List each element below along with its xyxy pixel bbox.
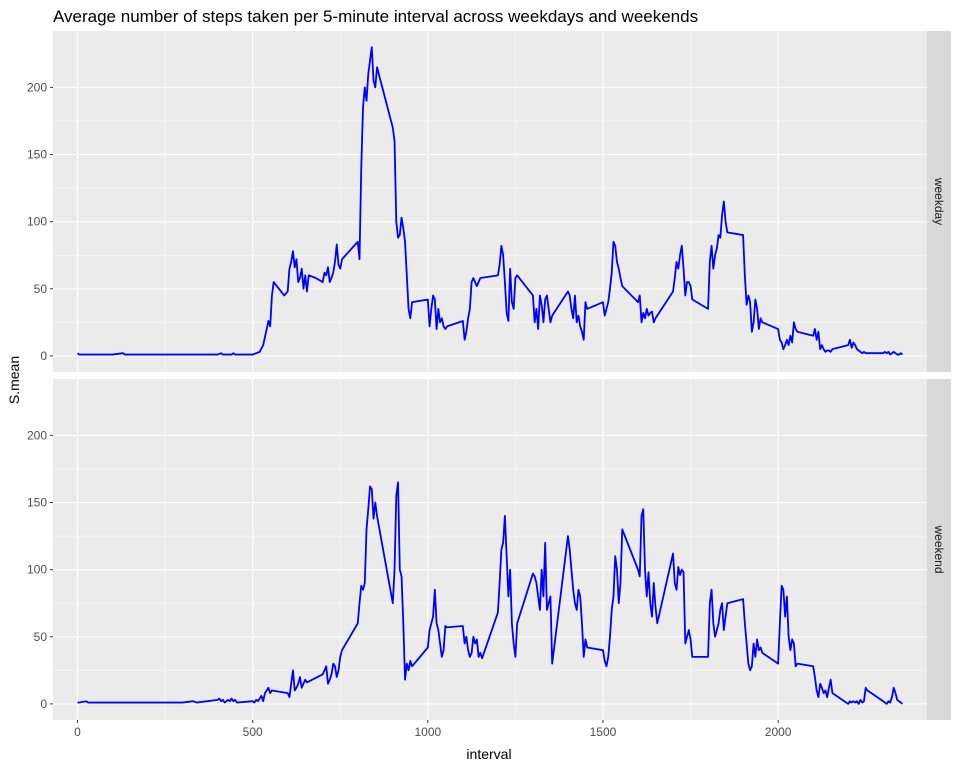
y-tick-label: 150 bbox=[27, 148, 47, 162]
panel-background bbox=[53, 379, 927, 720]
series-line-weekday bbox=[76, 46, 904, 356]
x-tick-label: 1000 bbox=[414, 725, 441, 739]
y-tick-label: 150 bbox=[27, 496, 47, 510]
y-tick-label: 0 bbox=[40, 349, 47, 363]
facet-strip bbox=[927, 379, 951, 720]
y-tick-label: 100 bbox=[27, 563, 47, 577]
x-tick-label: 1500 bbox=[590, 725, 617, 739]
facet-label: weekday bbox=[932, 177, 946, 225]
y-tick-label: 200 bbox=[27, 428, 47, 442]
y-tick-label: 50 bbox=[34, 282, 48, 296]
y-tick-label: 200 bbox=[27, 80, 47, 94]
y-tick-label: 50 bbox=[34, 630, 48, 644]
x-axis-title: interval bbox=[466, 746, 511, 762]
panel-background bbox=[53, 31, 927, 372]
facet-panels: 0 50 100 150 200 weekday 0 50 100 150 200 weekend 0 5… bbox=[27, 31, 951, 739]
series-line-weekend bbox=[77, 481, 904, 705]
facet-strip bbox=[927, 31, 951, 372]
chart-title: Average number of steps taken per 5-minu… bbox=[53, 7, 698, 26]
x-tick-label: 2000 bbox=[765, 725, 792, 739]
x-tick-label: 0 bbox=[74, 725, 81, 739]
facet-panel-weekend: 0 50 100 150 200 weekend bbox=[27, 379, 951, 720]
facet-panel-weekday: 0 50 100 150 200 weekday bbox=[27, 31, 951, 372]
y-tick-label: 100 bbox=[27, 215, 47, 229]
y-axis-title: S.mean bbox=[6, 356, 22, 404]
facet-label: weekend bbox=[932, 524, 946, 573]
x-tick-label: 500 bbox=[243, 725, 263, 739]
y-tick-label: 0 bbox=[40, 697, 47, 711]
